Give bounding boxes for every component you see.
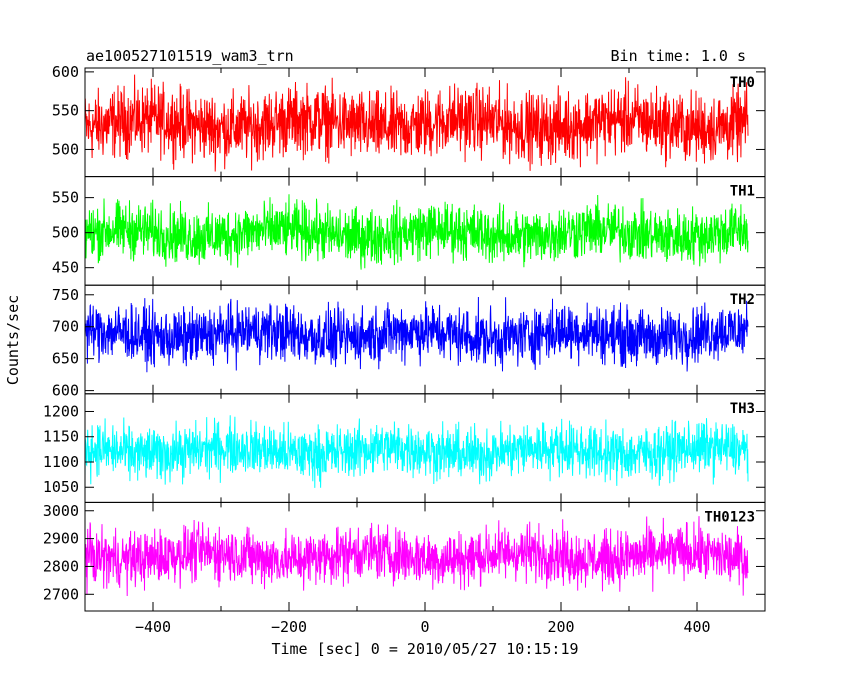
y-tick-label: 600 [52, 63, 79, 81]
y-axis-label: Counts/sec [4, 295, 22, 385]
y-tick-label: 1150 [43, 428, 79, 446]
x-axis-label: Time [sec] 0 = 2010/05/27 10:15:19 [271, 640, 578, 658]
y-tick-label: 550 [52, 102, 79, 120]
panels-group: TH0 500 550 600 TH1 450 500 550 TH2 600 650 700 750 T… [43, 63, 766, 636]
y-tick-label: 450 [52, 259, 79, 277]
y-tick-label: 1200 [43, 402, 79, 420]
x-tick-label: −400 [135, 618, 171, 636]
series-line-th0 [85, 74, 749, 172]
y-tick-label: 700 [52, 318, 79, 336]
panel-label-th3: TH3 [730, 401, 755, 417]
y-tick-label: 600 [52, 382, 79, 400]
panel-label-th0123: TH0123 [704, 509, 755, 525]
x-tick-label: 400 [683, 618, 710, 636]
series-line-th2 [85, 296, 749, 373]
series-line-th0123 [85, 516, 749, 597]
y-tick-label: 500 [52, 224, 79, 242]
x-tick-label: 0 [420, 618, 429, 636]
chart-title-left: ae100527101519_wam3_trn [86, 47, 294, 65]
series-line-th3 [85, 415, 749, 488]
y-tick-label: 1050 [43, 478, 79, 496]
x-tick-label: −200 [271, 618, 307, 636]
panel-label-th0: TH0 [730, 75, 755, 91]
y-tick-label: 2700 [43, 585, 79, 603]
y-tick-label: 750 [52, 286, 79, 304]
x-tick-label: 200 [547, 618, 574, 636]
series-line-th1 [85, 194, 749, 270]
y-tick-label: 2900 [43, 530, 79, 548]
y-tick-label: 1100 [43, 453, 79, 471]
panel-label-th2: TH2 [730, 292, 755, 308]
y-tick-label: 2800 [43, 557, 79, 575]
chart-title-right: Bin time: 1.0 s [611, 47, 746, 65]
panel-label-th1: TH1 [730, 184, 755, 200]
y-tick-label: 650 [52, 350, 79, 368]
y-tick-label: 3000 [43, 502, 79, 520]
y-tick-label: 550 [52, 189, 79, 207]
y-tick-label: 500 [52, 140, 79, 158]
